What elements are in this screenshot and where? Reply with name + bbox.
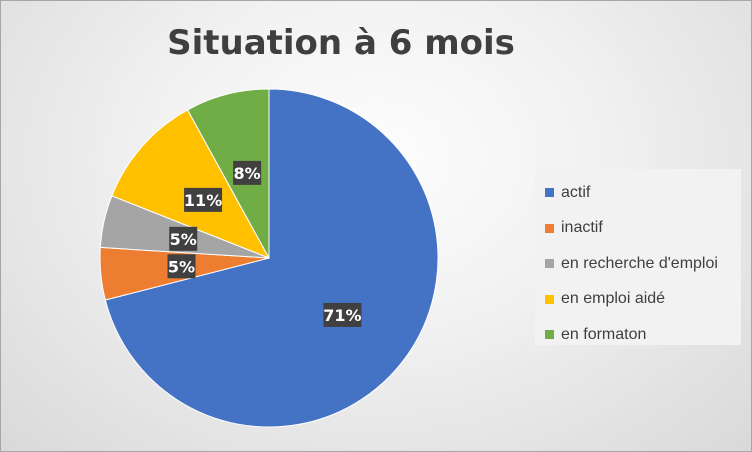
legend-item: inactif [545, 211, 741, 247]
legend-swatch [545, 259, 554, 269]
pie-slice-actif [104, 88, 439, 428]
legend-item: en formaton [545, 317, 741, 353]
data-label-2: 5% [167, 254, 196, 279]
data-label-box [184, 187, 223, 212]
data-label-text: 5% [168, 257, 195, 276]
legend-swatch [545, 294, 554, 304]
legend-label: en emploi aidé [561, 290, 666, 308]
data-label-text: 11% [184, 191, 222, 210]
data-label-4: 11% [184, 187, 223, 212]
pie-slice-en-emploi-aid- [111, 109, 271, 259]
legend-swatch [545, 188, 554, 198]
legend-item: en recherche d'emploi [545, 246, 741, 282]
data-label-5: 8% [233, 160, 262, 185]
legend-item: actif [545, 175, 741, 211]
legend-swatch [545, 330, 554, 340]
data-label-box [233, 160, 262, 185]
legend-label: actif [561, 183, 591, 201]
data-label-text: 71% [323, 306, 361, 325]
legend: actif inactif en recherche d'emploi en empl… [535, 169, 741, 345]
data-label-text: 8% [234, 164, 261, 183]
chart-title: Situation à 6 mois [167, 23, 515, 63]
legend-label: en formaton [561, 325, 647, 343]
legend-label: inactif [561, 219, 603, 237]
legend-swatch [545, 223, 554, 233]
data-label-1: 71% [323, 302, 362, 327]
data-label-text: 5% [170, 230, 197, 249]
data-label-3: 5% [169, 226, 198, 251]
data-label-box [323, 302, 362, 327]
legend-label: en recherche d'emploi [561, 254, 718, 272]
legend-item: en emploi aidé [545, 282, 741, 318]
data-label-box [167, 254, 196, 279]
data-label-box [169, 226, 198, 251]
pie-slice-en-formaton [186, 88, 270, 259]
